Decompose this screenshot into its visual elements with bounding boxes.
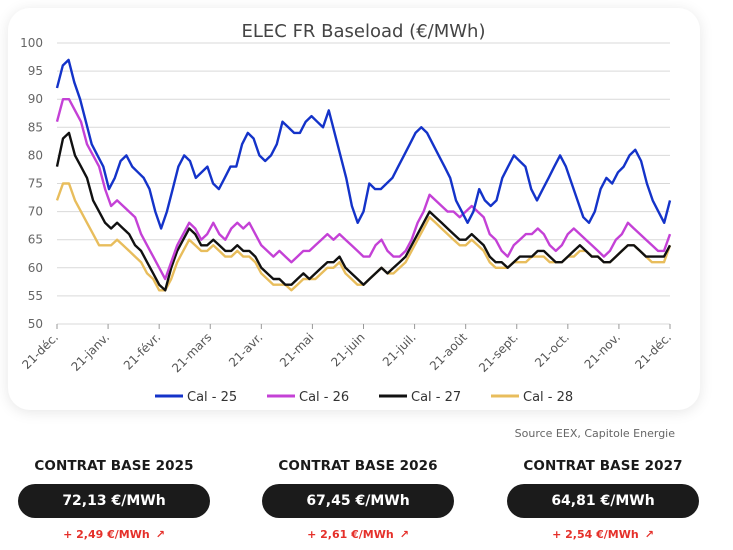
- x-tick-label: 21-nov.: [582, 330, 623, 371]
- y-tick-label: 70: [28, 205, 43, 219]
- y-tick-label: 60: [28, 261, 43, 275]
- contract-price: 67,45 €/MWh: [262, 484, 454, 518]
- x-tick-label: 21-juil.: [380, 330, 419, 369]
- legend-label: Cal - 27: [411, 390, 461, 405]
- contract-delta: + 2,54 €/MWh ↗: [552, 528, 654, 541]
- x-tick-label: 21-oct.: [532, 330, 572, 370]
- y-tick-label: 90: [28, 92, 43, 106]
- chart-title: ELEC FR Baseload (€/MWh): [242, 21, 486, 42]
- y-tick-label: 100: [20, 36, 43, 50]
- x-tick-label: 21-déc.: [19, 330, 61, 372]
- y-tick-label: 75: [28, 177, 43, 191]
- trend-up-icon: ↗: [644, 528, 654, 541]
- contract-2025: CONTRAT BASE 2025 72,13 €/MWh + 2,49 €/M…: [18, 458, 210, 541]
- legend-label: Cal - 25: [187, 390, 237, 405]
- x-tick-label: 21-janv.: [68, 330, 112, 374]
- contract-title: CONTRAT BASE 2026: [278, 458, 438, 474]
- series-line: [55, 58, 672, 230]
- contract-delta: + 2,61 €/MWh ↗: [307, 528, 409, 541]
- legend-label: Cal - 26: [299, 390, 349, 405]
- contract-delta: + 2,49 €/MWh ↗: [63, 528, 165, 541]
- x-tick-label: 21-avr.: [226, 330, 265, 369]
- y-tick-label: 85: [28, 120, 43, 134]
- y-tick-label: 65: [28, 233, 43, 247]
- y-tick-label: 55: [28, 289, 43, 303]
- contract-2027: CONTRAT BASE 2027 64,81 €/MWh + 2,54 €/M…: [507, 458, 699, 541]
- x-tick-label: 21-juin: [328, 330, 367, 369]
- contract-2026: CONTRAT BASE 2026 67,45 €/MWh + 2,61 €/M…: [262, 458, 454, 541]
- x-tick-label: 21-mars: [169, 330, 214, 375]
- x-tick-label: 21-août: [427, 330, 470, 373]
- contract-title: CONTRAT BASE 2027: [523, 458, 683, 474]
- contract-title: CONTRAT BASE 2025: [34, 458, 194, 474]
- trend-up-icon: ↗: [155, 528, 165, 541]
- series-line: [55, 131, 672, 292]
- x-tick-label: 21-mai: [277, 330, 317, 370]
- contract-price: 72,13 €/MWh: [18, 484, 210, 518]
- contract-price: 64,81 €/MWh: [507, 484, 699, 518]
- series-line: [55, 97, 672, 281]
- source-note: Source EEX, Capitole Energie: [514, 427, 675, 440]
- x-tick-label: 21-févr.: [121, 330, 163, 372]
- y-tick-label: 80: [28, 148, 43, 162]
- price-line-chart: ELEC FR Baseload (€/MWh) 50 55 60 65 70 75 80 85…: [19, 21, 674, 405]
- y-tick-label: 95: [28, 64, 43, 78]
- x-tick-label: 21-sept.: [476, 330, 521, 375]
- y-tick-label: 50: [28, 317, 43, 331]
- trend-up-icon: ↗: [399, 528, 409, 541]
- legend-label: Cal - 28: [523, 390, 573, 405]
- x-tick-label: 21-déc.: [632, 330, 674, 372]
